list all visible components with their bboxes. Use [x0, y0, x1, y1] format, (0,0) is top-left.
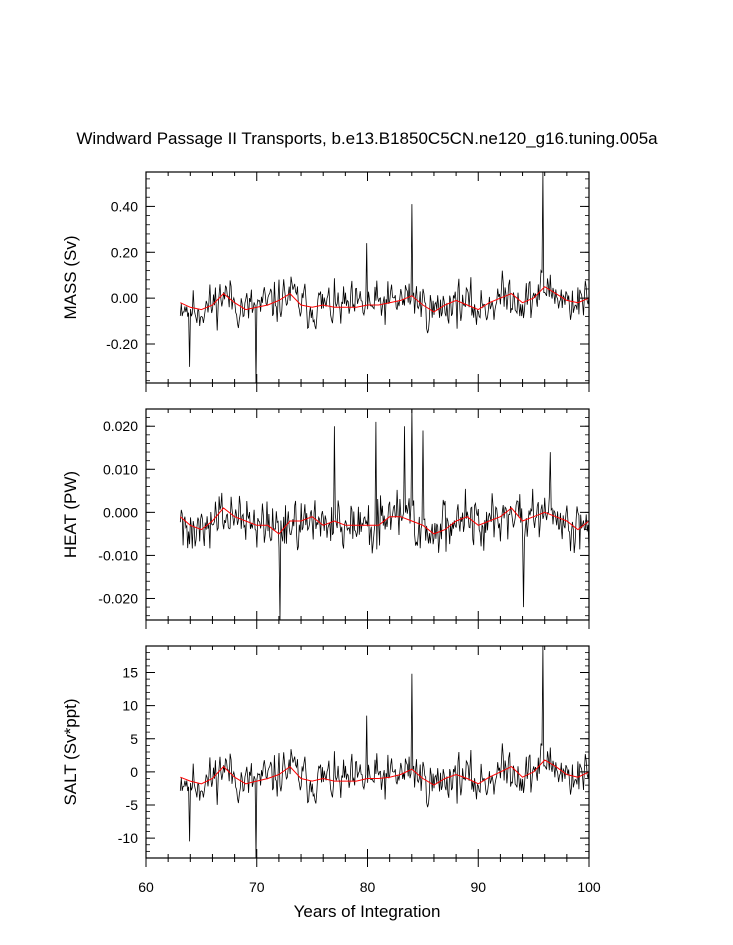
x-tick-label: 70	[249, 879, 265, 895]
y-tick-label: 0.00	[111, 290, 138, 306]
y-tick-label: 0.40	[111, 198, 138, 214]
y-axis-label: SALT (Sv*ppt)	[61, 698, 80, 805]
y-tick-label: 0.000	[103, 504, 138, 520]
x-axis-label: Years of Integration	[294, 902, 441, 921]
series-raw-line	[179, 646, 589, 858]
y-tick-label: 10	[122, 698, 138, 714]
series-smoothed-line	[180, 286, 589, 313]
panel-1: 0.40 0.20 0.00 -0.20 MASS (Sv)	[61, 171, 590, 392]
y-axis-label: MASS (Sv)	[61, 235, 80, 319]
y-tick-label: 5	[130, 731, 138, 747]
y-tick-label: 0	[130, 764, 138, 780]
x-tick-label: 90	[470, 879, 486, 895]
y-axis-label: HEAT (PW)	[61, 471, 80, 558]
x-tick-label: 100	[577, 879, 601, 895]
y-tick-label: 0.020	[103, 418, 138, 434]
panel-2: 0.020 0.010 0.000 -0.010 -0.020 HEAT (PW)	[61, 408, 590, 629]
series-smoothed-line	[179, 507, 589, 535]
x-tick-label: 60	[138, 879, 154, 895]
y-tick-label: 15	[122, 665, 138, 681]
y-tick-label: 0.010	[103, 461, 138, 477]
y-tick-label: -0.20	[106, 336, 138, 352]
y-tick-label: 0.20	[111, 244, 138, 260]
x-tick-label: 80	[360, 879, 376, 895]
plot-frame	[145, 408, 590, 621]
series-smoothed-line	[180, 759, 589, 786]
y-tick-label: -0.020	[98, 590, 138, 606]
y-tick-label: -0.010	[98, 547, 138, 563]
panels: 0.40 0.20 0.00 -0.20 MASS (Sv) 0.020 0.010 0.00…	[61, 171, 601, 895]
panel-3: 60 70 80 90 100 15 10 5 0 -5 -10 SALT (Sv*ppt)	[61, 645, 601, 895]
series-raw-line	[179, 172, 589, 383]
chart-title: Windward Passage II Transports, b.e13.B1…	[76, 129, 658, 148]
series-raw-line	[179, 409, 589, 620]
y-tick-label: -10	[118, 830, 138, 846]
y-tick-label: -5	[126, 797, 139, 813]
